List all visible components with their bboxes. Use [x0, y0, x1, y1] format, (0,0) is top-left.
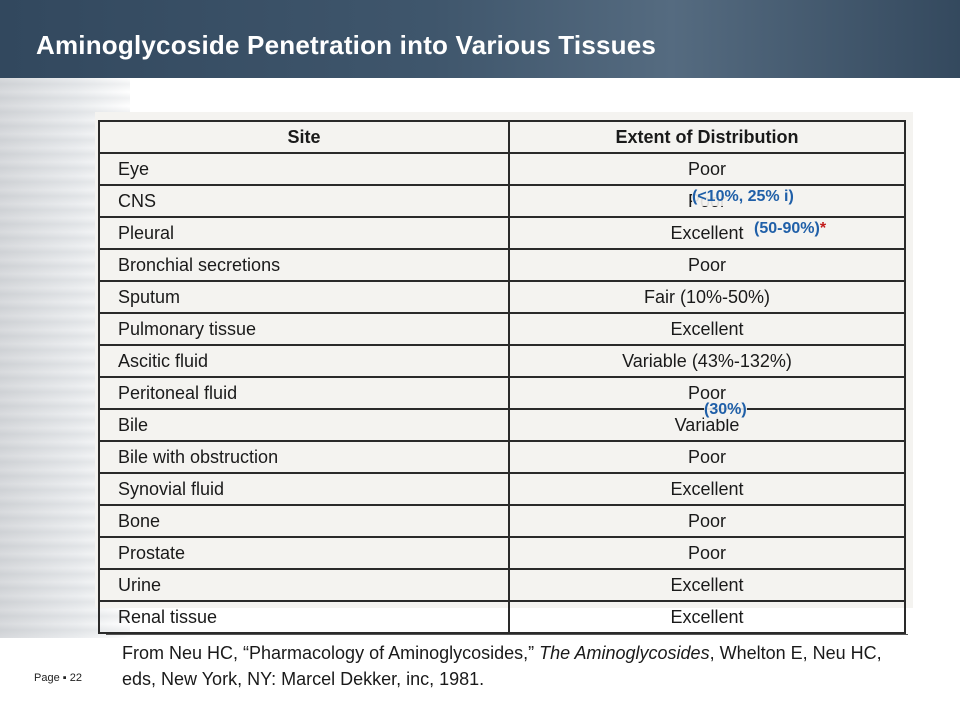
- pleural-annotation-text: (50-90%): [754, 220, 820, 237]
- site-cell: Eye: [98, 152, 510, 186]
- distribution-cell: Fair (10%-50%): [508, 280, 906, 314]
- site-column-header: Site: [98, 120, 510, 154]
- site-cell: Urine: [98, 568, 510, 602]
- page-label: Page: [34, 672, 60, 684]
- table-row: Prostate Poor: [98, 536, 906, 570]
- cns-annotation: (<10%, 25% i): [692, 188, 794, 206]
- site-cell: Pulmonary tissue: [98, 312, 510, 346]
- site-cell: CNS: [98, 184, 510, 218]
- site-cell: Ascitic fluid: [98, 344, 510, 378]
- distribution-cell: Excellent: [508, 600, 906, 634]
- table-row: Synovial fluid Excellent: [98, 472, 906, 506]
- table-row: Pleural Excellent: [98, 216, 906, 250]
- page-number: Page ▪ 22: [34, 672, 82, 684]
- table-row: Bile with obstruction Poor: [98, 440, 906, 474]
- table-row: Bone Poor: [98, 504, 906, 538]
- distribution-cell: Excellent: [508, 216, 906, 250]
- site-cell: Bone: [98, 504, 510, 538]
- table-row: Renal tissue Excellent: [98, 600, 906, 634]
- site-cell: Bronchial secretions: [98, 248, 510, 282]
- site-cell: Peritoneal fluid: [98, 376, 510, 410]
- distribution-cell: Poor: [508, 152, 906, 186]
- page-number-value: 22: [69, 672, 82, 684]
- site-cell: Renal tissue: [98, 600, 510, 634]
- table-row: Ascitic fluid Variable (43%-132%): [98, 344, 906, 378]
- distribution-cell: Excellent: [508, 312, 906, 346]
- pleural-annotation: (50-90%)*: [754, 220, 827, 238]
- slide-title: Aminoglycoside Penetration into Various …: [36, 30, 657, 60]
- table-header-row: Site Extent of Distribution: [98, 120, 906, 154]
- table-row: Peritoneal fluid Poor: [98, 376, 906, 410]
- table-row: Bile Variable: [98, 408, 906, 442]
- table-row: Bronchial secretions Poor: [98, 248, 906, 282]
- site-cell: Bile: [98, 408, 510, 442]
- citation-part-2: , Whelton E, Neu HC, eds, New York, NY: …: [122, 643, 882, 689]
- bile-annotation: (30%): [704, 401, 747, 419]
- site-cell: Sputum: [98, 280, 510, 314]
- distribution-cell: Variable (43%-132%): [508, 344, 906, 378]
- citation: From Neu HC, “Pharmacology of Aminoglyco…: [122, 640, 912, 692]
- distribution-cell: Poor: [508, 536, 906, 570]
- table-row: Eye Poor: [98, 152, 906, 186]
- distribution-cell: Poor: [508, 504, 906, 538]
- citation-book-title: The Aminoglycosides: [539, 643, 710, 663]
- distribution-cell: Poor: [508, 440, 906, 474]
- pleural-asterisk: *: [819, 220, 827, 237]
- distribution-cell: Excellent: [508, 472, 906, 506]
- distribution-cell: Excellent: [508, 568, 906, 602]
- table-row: Sputum Fair (10%-50%): [98, 280, 906, 314]
- distribution-cell: Poor: [508, 248, 906, 282]
- site-cell: Bile with obstruction: [98, 440, 510, 474]
- site-cell: Prostate: [98, 536, 510, 570]
- site-cell: Synovial fluid: [98, 472, 510, 506]
- table-row: Pulmonary tissue Excellent: [98, 312, 906, 346]
- slide-header: Aminoglycoside Penetration into Various …: [0, 0, 960, 78]
- citation-part-1: From Neu HC, “Pharmacology of Aminoglyco…: [122, 643, 540, 663]
- distribution-column-header: Extent of Distribution: [508, 120, 906, 154]
- table-row: Urine Excellent: [98, 568, 906, 602]
- citation-divider: [106, 634, 908, 635]
- page-bullet: ▪: [62, 672, 67, 684]
- site-cell: Pleural: [98, 216, 510, 250]
